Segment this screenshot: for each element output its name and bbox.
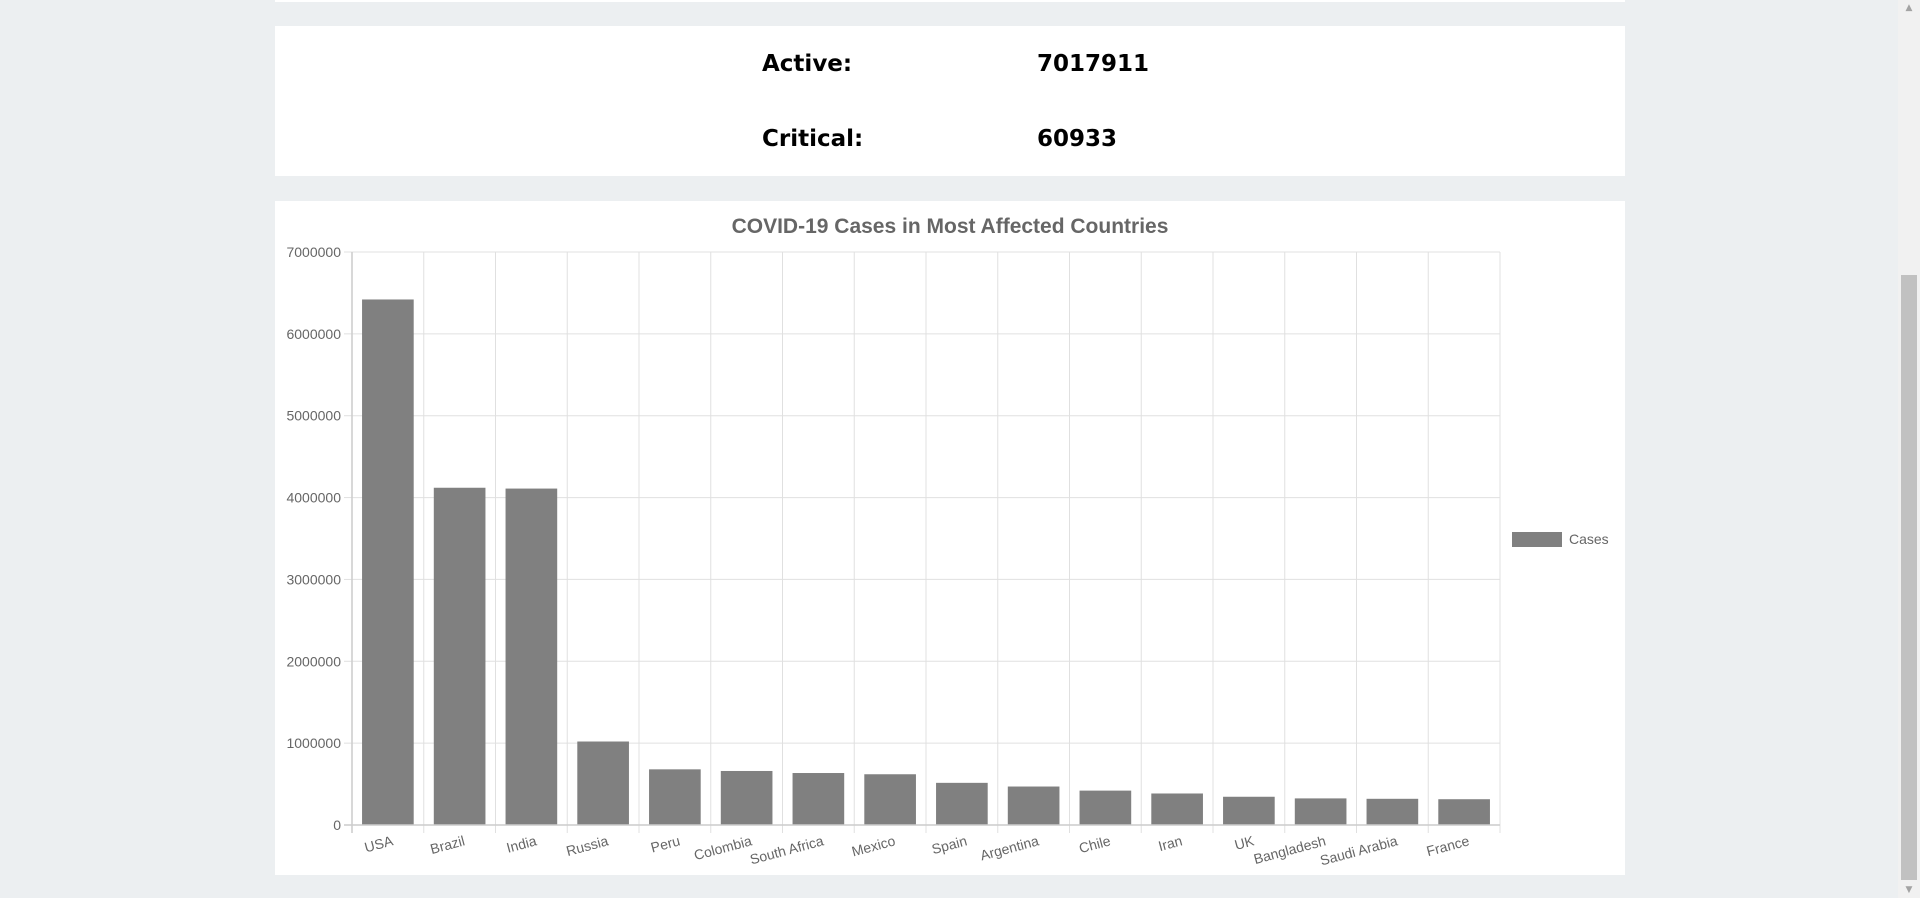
y-tick-label: 0: [333, 817, 341, 833]
y-tick-label: 7000000: [286, 244, 341, 260]
y-tick-label: 5000000: [286, 408, 341, 424]
bar[interactable]: [649, 769, 701, 825]
stat-value: 7017911: [1037, 51, 1150, 77]
x-tick-label: Argentina: [978, 832, 1040, 863]
stat-row-critical: Critical: 60933: [275, 126, 1625, 166]
bar[interactable]: [1223, 796, 1275, 825]
x-tick-label: Spain: [930, 832, 969, 857]
bar[interactable]: [936, 782, 988, 825]
y-tick-label: 3000000: [286, 571, 341, 587]
stat-label: Active:: [762, 51, 853, 77]
bars: [362, 299, 1490, 825]
x-tick-label: Chile: [1077, 832, 1112, 856]
bar[interactable]: [864, 774, 916, 825]
legend[interactable]: Cases: [1512, 531, 1609, 547]
y-tick-label: 4000000: [286, 490, 341, 506]
stat-value: 60933: [1037, 126, 1118, 152]
x-tick-label: UK: [1233, 832, 1257, 853]
x-tick-label: India: [505, 832, 539, 855]
bar[interactable]: [1007, 786, 1060, 825]
x-tick-label: Iran: [1156, 832, 1183, 854]
y-tick-label: 1000000: [286, 735, 341, 751]
previous-card-edge: [275, 0, 1625, 2]
bar[interactable]: [505, 488, 558, 825]
bar[interactable]: [792, 773, 845, 825]
y-tick-label: 6000000: [286, 326, 341, 342]
stat-label: Critical:: [762, 126, 864, 152]
y-tick-labels: 0 1000000 2000000 3000000 4000000 5000000 6000…: [286, 244, 341, 833]
bar[interactable]: [577, 741, 629, 825]
y-tick-label: 2000000: [286, 653, 341, 669]
stat-row-active: Active: 7017911: [275, 51, 1625, 91]
legend-label[interactable]: Cases: [1569, 531, 1609, 547]
grid-lines: [344, 251, 1501, 833]
x-tick-label: France: [1425, 832, 1471, 859]
chart-title: COVID-19 Cases in Most Affected Countrie…: [732, 215, 1169, 238]
bar[interactable]: [433, 487, 486, 825]
bar-chart: COVID-19 Cases in Most Affected Countrie…: [286, 215, 1609, 868]
bar[interactable]: [1079, 790, 1132, 825]
x-tick-label: Russia: [564, 832, 610, 859]
x-tick-label: USA: [363, 832, 396, 855]
x-tick-label: Brazil: [428, 832, 466, 857]
bar[interactable]: [1366, 798, 1419, 825]
triangle-down-icon[interactable]: ▼: [1905, 885, 1913, 895]
bar[interactable]: [1438, 799, 1490, 825]
axes: [344, 252, 1500, 833]
chart-card: COVID-19 Cases in Most Affected Countrie…: [275, 201, 1625, 875]
x-tick-label: Saudi Arabia: [1318, 832, 1399, 868]
bar[interactable]: [1151, 793, 1203, 825]
x-tick-label: Peru: [649, 832, 682, 855]
bar[interactable]: [720, 770, 773, 825]
stats-card: Active: 7017911 Critical: 60933: [275, 26, 1625, 176]
x-tick-label: Colombia: [692, 832, 753, 863]
x-tick-label: South Africa: [748, 832, 825, 867]
triangle-up-icon[interactable]: ▲: [1905, 3, 1913, 13]
bar[interactable]: [1294, 798, 1347, 825]
x-tick-label: Bangladesh: [1252, 832, 1328, 867]
scrollbar-thumb[interactable]: [1901, 275, 1917, 880]
legend-swatch[interactable]: [1512, 532, 1562, 547]
bar[interactable]: [362, 299, 414, 825]
x-tick-label: Mexico: [850, 832, 897, 859]
